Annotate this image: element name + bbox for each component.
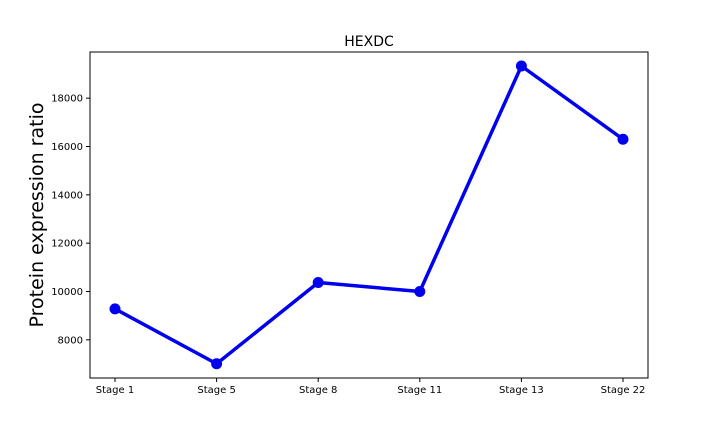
data-point: [414, 285, 426, 297]
y-axis-label: Protein expression ratio: [26, 103, 48, 328]
y-tick-label: 16000: [51, 142, 83, 153]
x-tick-label: Stage 11: [397, 385, 442, 396]
x-axis: Stage 1 Stage 5 Stage 8 Stage 11 Stage 13 Sta…: [96, 378, 646, 396]
y-tick-label: 8000: [58, 335, 83, 346]
y-tick-label: 18000: [51, 94, 83, 105]
series-group: [109, 60, 629, 370]
y-axis: 8000 10000 12000 14000 16000 18000: [51, 94, 90, 346]
data-point: [312, 277, 324, 289]
data-point: [211, 358, 223, 370]
data-point: [617, 133, 629, 145]
data-point: [109, 303, 121, 315]
x-tick-label: Stage 13: [499, 385, 544, 396]
series-line: [113, 64, 625, 366]
y-tick-label: 12000: [51, 239, 83, 250]
x-tick-label: Stage 5: [197, 385, 235, 396]
chart-title: HEXDC: [344, 34, 394, 50]
x-tick-label: Stage 22: [601, 385, 646, 396]
x-tick-label: Stage 8: [299, 385, 337, 396]
x-tick-label: Stage 1: [96, 385, 134, 396]
y-tick-label: 14000: [51, 190, 83, 201]
data-point: [515, 60, 527, 72]
y-tick-label: 10000: [51, 287, 83, 298]
plot-area: [89, 51, 649, 379]
